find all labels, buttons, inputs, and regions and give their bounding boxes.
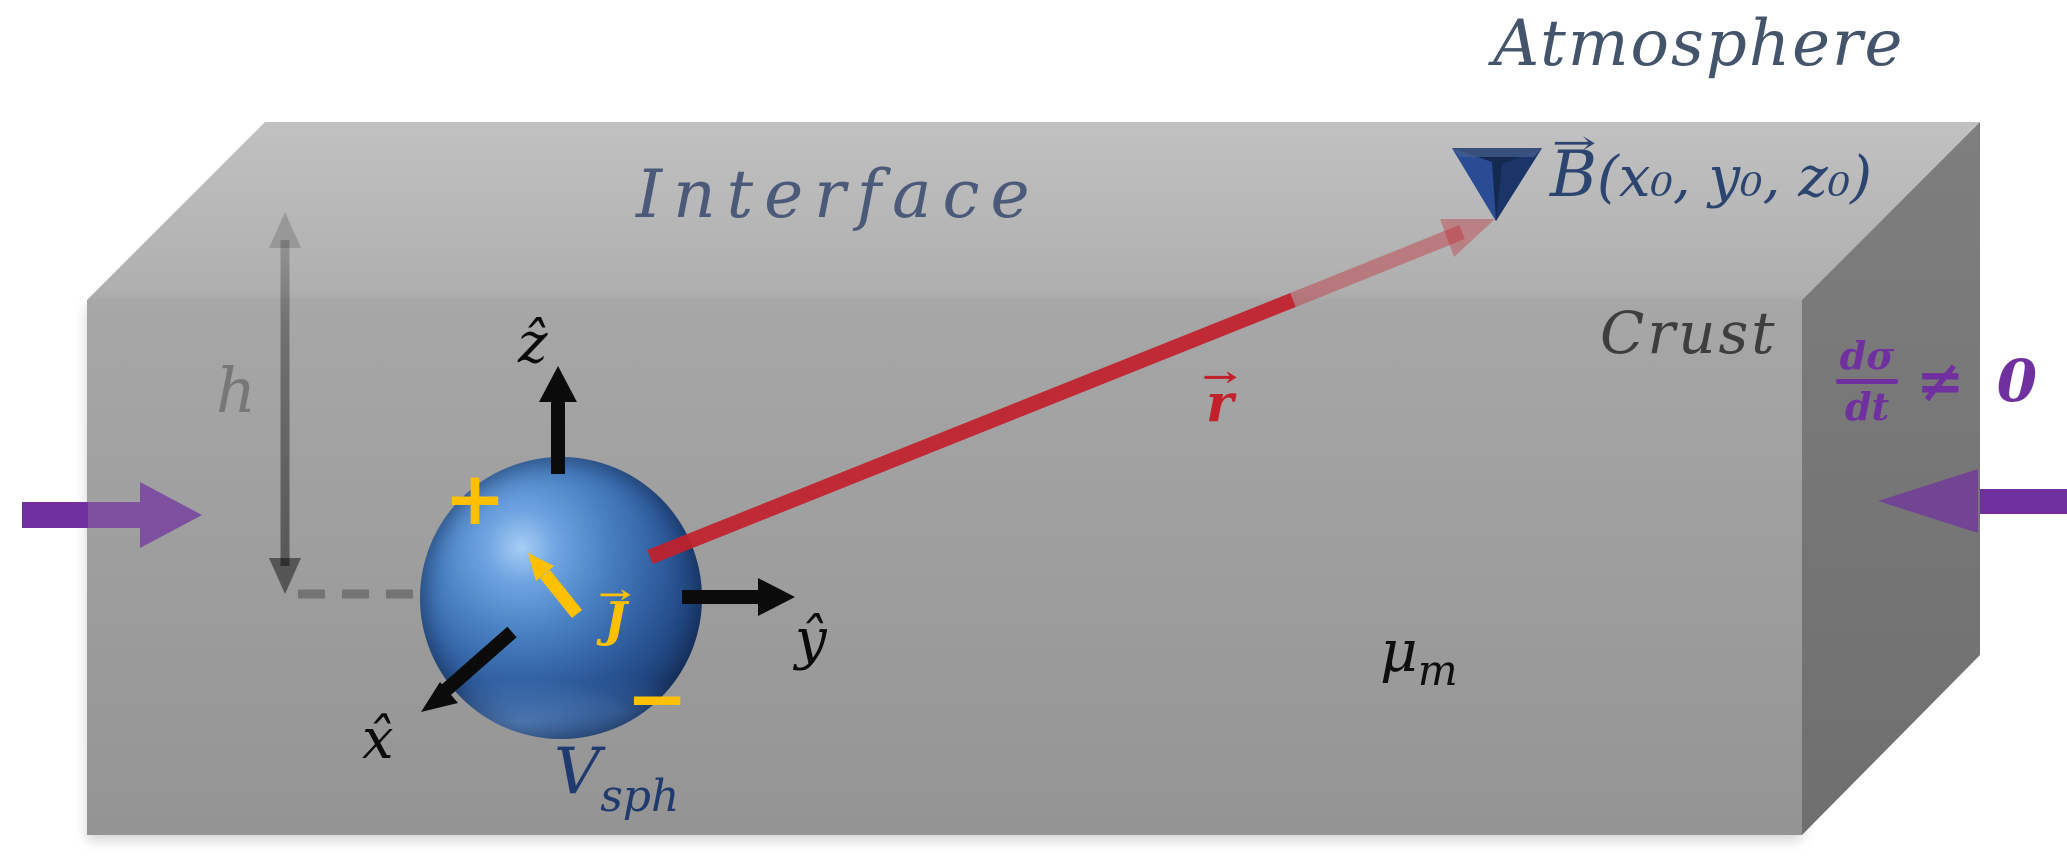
x-axis-arrow (421, 626, 517, 712)
vector-arrow-glyph: → (1201, 361, 1238, 393)
mu-symbol: μ (1380, 617, 1418, 685)
x-axis-label: x̂ (362, 707, 394, 772)
mu-subscript: m (1417, 646, 1458, 695)
height-arrow (269, 212, 301, 594)
current-density-arrow (528, 553, 583, 619)
y-axis-arrow (682, 578, 795, 616)
volume-symbol: V (554, 735, 601, 809)
current-density-label: → J (599, 582, 632, 644)
conductivity-arrow-right (1878, 469, 2067, 533)
vector-arrow-glyph: → (598, 580, 633, 610)
minus-charge-sign: − (626, 656, 689, 742)
depth-label: h (216, 354, 256, 427)
sigma-relation: ≠ 0 (1916, 347, 2044, 416)
crust-label: Crust (1600, 299, 1778, 367)
field-point-coordinates: (x₀, y₀, z₀) (1597, 145, 1872, 210)
field-symbol: B (1550, 138, 1598, 212)
sigma-numerator: dσ (1839, 333, 1895, 378)
j-symbol: J (604, 592, 627, 648)
interface-label: Interface (636, 156, 1041, 233)
surface-charge-rate-equation: dσ dt ≠ 0 (1836, 336, 2043, 427)
position-vector-label: → r (1202, 364, 1238, 430)
y-axis-label: ŷ (795, 607, 827, 672)
field-point-marker (1452, 148, 1542, 221)
permeability-label: μm (1380, 622, 1458, 692)
fraction-bar (1836, 378, 1898, 384)
z-axis-label: ẑ (518, 311, 548, 376)
plus-charge-sign: + (444, 456, 507, 542)
atmosphere-label: Atmosphere (1493, 7, 1905, 81)
sphere-volume-label: Vsph (554, 740, 679, 819)
z-axis-arrow (539, 366, 577, 474)
r-symbol: r (1206, 373, 1234, 434)
magnetic-field-label: → B (x₀, y₀, z₀) (1550, 125, 1872, 210)
sigma-fraction: dσ dt (1836, 336, 1898, 427)
position-vector-arrow (647, 219, 1495, 564)
crust-box-front-face (87, 300, 1802, 835)
vector-arrow-glyph: → (1551, 122, 1596, 162)
conductivity-arrow-left (22, 482, 202, 548)
sigma-denominator: dt (1844, 383, 1890, 429)
crust-box-top-face (87, 122, 1980, 300)
volume-subscript: sph (600, 771, 680, 822)
